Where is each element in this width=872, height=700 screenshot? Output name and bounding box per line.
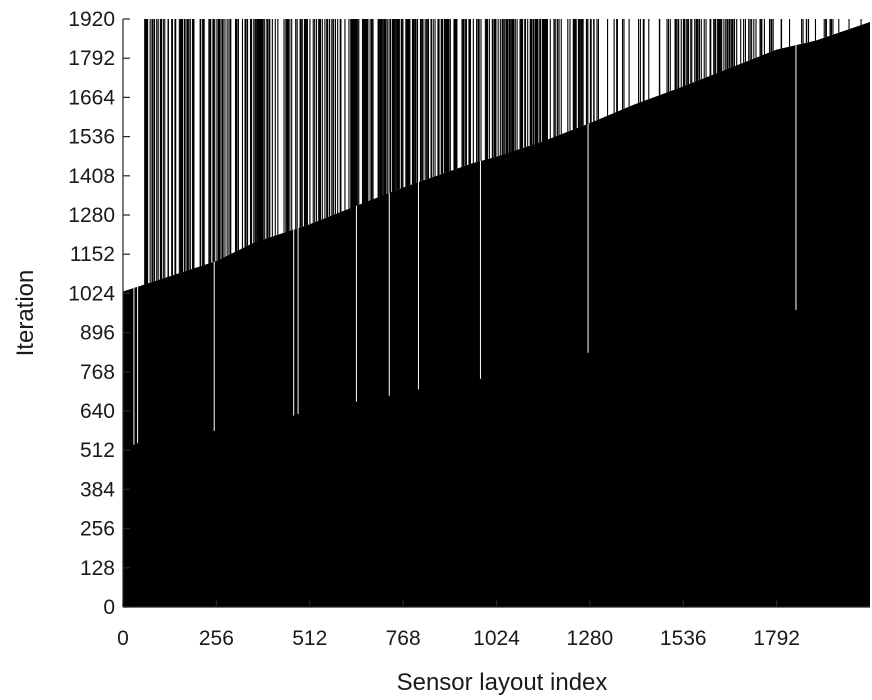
y-tick-label: 0 (103, 596, 115, 619)
y-tick-label: 256 (80, 518, 115, 541)
y-tick-label: 1280 (68, 204, 115, 227)
y-tick-label: 1408 (68, 165, 115, 188)
axes: 0 256 512 768 1024 1280 1536 1792 0 128 256 384 512 6… (68, 8, 870, 650)
bar-band (257, 19, 264, 242)
x-tick-label: 1536 (660, 627, 707, 650)
y-tick-label: 640 (80, 400, 115, 423)
x-tick-label: 256 (199, 627, 234, 650)
y-tick-label: 1152 (70, 243, 115, 266)
y-tick-label: 1664 (68, 86, 115, 109)
y-tick-label: 1536 (68, 126, 115, 149)
x-tick-label: 768 (386, 627, 421, 650)
x-axis-title: Sensor layout index (397, 669, 608, 696)
x-tick-label: 512 (292, 627, 327, 650)
plot-area (123, 19, 870, 608)
bar-band (361, 19, 368, 204)
y-tick-label: 768 (80, 361, 115, 384)
x-tick-label: 1280 (567, 627, 614, 650)
y-tick-label: 128 (80, 557, 115, 580)
y-axis-title: Iteration (12, 270, 39, 357)
y-tick-label: 1920 (68, 8, 115, 31)
bar-band (542, 19, 548, 142)
bar-band (350, 19, 357, 208)
x-tick-label: 0 (117, 627, 129, 650)
bar-fill-region (123, 22, 870, 608)
y-tick-label: 512 (80, 439, 115, 462)
x-tick-label: 1024 (473, 627, 520, 650)
y-tick-label: 1024 (68, 282, 115, 305)
y-tick-label: 896 (80, 322, 115, 345)
x-tick-label: 1792 (753, 627, 800, 650)
y-tick-label: 384 (80, 478, 115, 501)
y-tick-label: 1792 (68, 47, 115, 70)
